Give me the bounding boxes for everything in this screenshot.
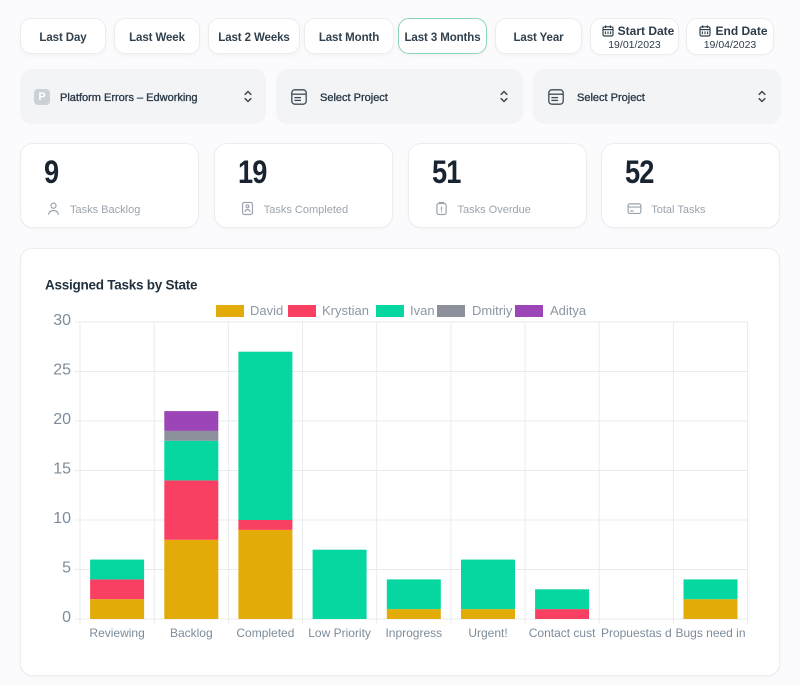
svg-text:Propuestas d: Propuestas d xyxy=(601,626,672,640)
svg-text:Aditya: Aditya xyxy=(550,303,587,318)
svg-text:Low Priority: Low Priority xyxy=(308,626,371,640)
svg-text:Assigned Tasks by State: Assigned Tasks by State xyxy=(45,278,198,293)
svg-text:Reviewing: Reviewing xyxy=(89,626,144,640)
svg-text:Inprogress: Inprogress xyxy=(385,626,442,640)
svg-text:Ivan: Ivan xyxy=(410,303,435,318)
svg-text:Contact cust: Contact cust xyxy=(529,626,596,640)
svg-text:Urgent!: Urgent! xyxy=(468,626,507,640)
svg-text:Dmitriy: Dmitriy xyxy=(472,303,513,318)
svg-text:15: 15 xyxy=(53,461,71,478)
svg-text:Krystian: Krystian xyxy=(322,303,369,318)
svg-text:David: David xyxy=(250,303,283,318)
svg-text:25: 25 xyxy=(53,362,71,379)
svg-text:Backlog: Backlog xyxy=(170,626,213,640)
svg-text:20: 20 xyxy=(53,411,71,428)
svg-text:5: 5 xyxy=(62,560,71,577)
svg-text:30: 30 xyxy=(53,312,71,329)
svg-text:0: 0 xyxy=(62,609,71,626)
svg-text:Bugs need in: Bugs need in xyxy=(675,626,745,640)
svg-text:Completed: Completed xyxy=(236,626,294,640)
svg-text:10: 10 xyxy=(53,510,71,527)
